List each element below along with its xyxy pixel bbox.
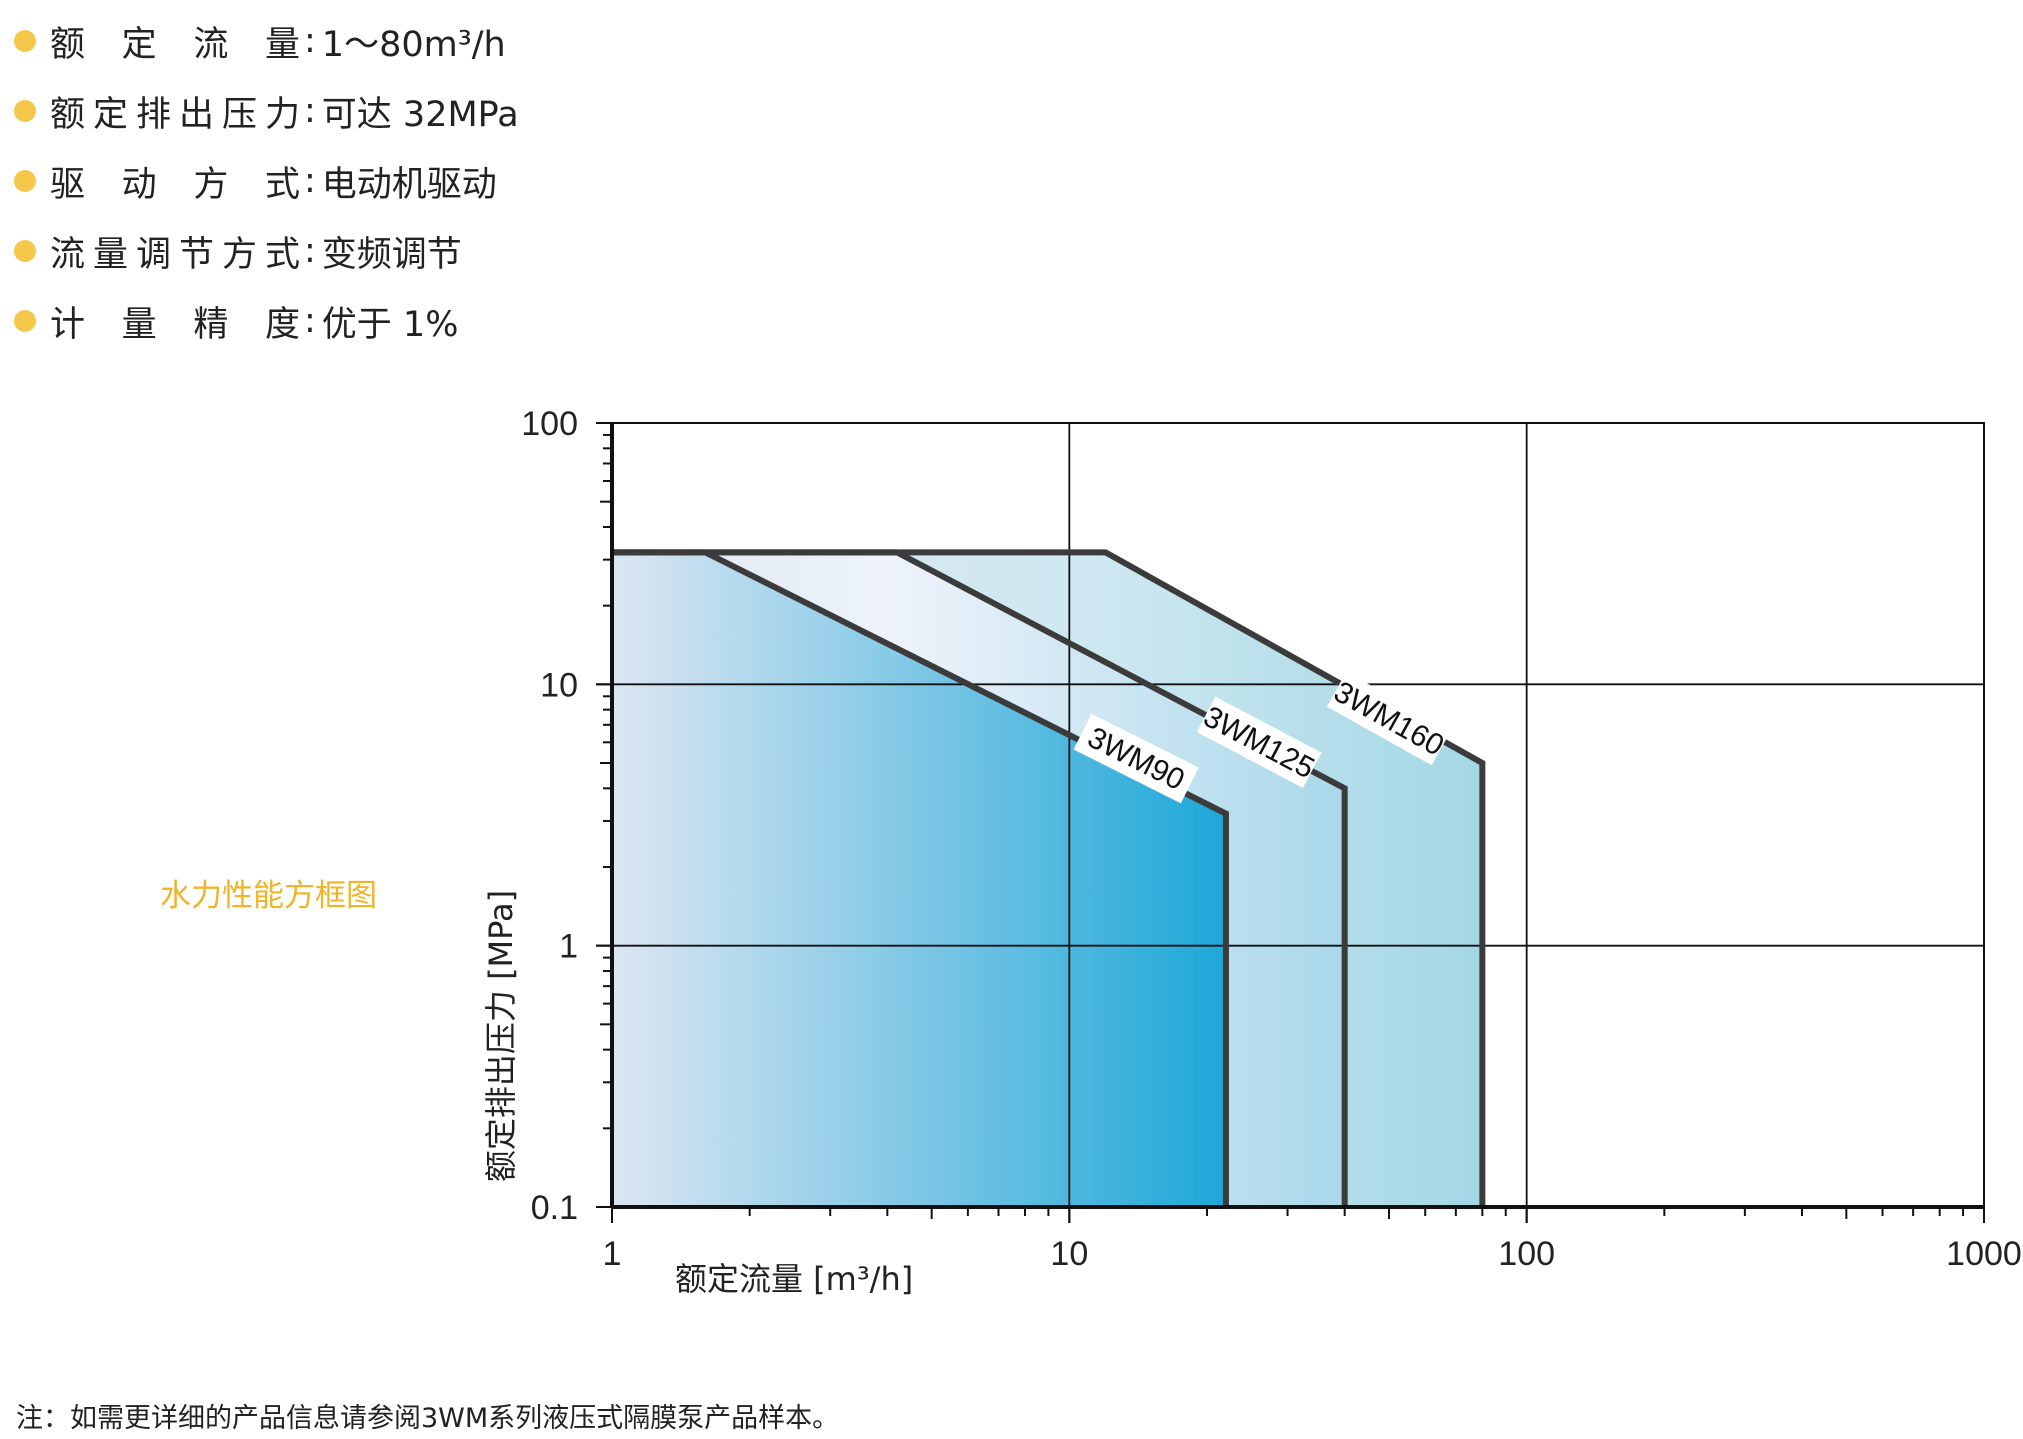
spec-label: 计量精度	[50, 304, 300, 345]
footnote: 注：如需更详细的产品信息请参阅3WM系列液压式隔膜泵产品样本。	[16, 1403, 840, 1434]
spec-value: 优于 1%	[321, 304, 459, 345]
spec-separator: :	[304, 91, 316, 131]
bullet-icon	[14, 100, 36, 122]
y-axis-title: 额定排出压力 [MPa]	[482, 890, 520, 1182]
bullet-icon	[14, 240, 36, 262]
y-tick-label: 1	[559, 928, 578, 966]
chart-caption: 水力性能方框图	[160, 878, 377, 914]
spec-value: 电动机驱动	[321, 164, 497, 205]
x-tick-label: 100	[1498, 1235, 1555, 1273]
spec-item: 流量调节方式: 变频调节	[14, 216, 519, 286]
x-axis-title: 额定流量 [m³/h]	[675, 1260, 913, 1298]
bullet-icon	[14, 310, 36, 332]
series-line	[612, 549, 1348, 1207]
spec-separator: :	[304, 161, 316, 201]
spec-label: 流量调节方式	[50, 234, 300, 275]
series-area	[612, 552, 1226, 1207]
y-tick-label: 10	[540, 666, 578, 704]
series-label-bg	[1326, 671, 1452, 766]
series-line	[612, 549, 1229, 1207]
series-label-bg	[1196, 696, 1322, 788]
spec-item: 额定排出压力: 可达 32MPa	[14, 76, 519, 146]
y-tick-label: 100	[521, 405, 578, 443]
spec-label: 额定排出压力	[50, 94, 300, 135]
spec-label: 额定流量	[50, 24, 300, 65]
bullet-icon	[14, 30, 36, 52]
spec-label: 驱动方式	[50, 164, 300, 205]
spec-item: 计量精度: 优于 1%	[14, 286, 519, 356]
spec-separator: :	[304, 301, 316, 341]
spec-value: 可达 32MPa	[321, 94, 519, 135]
bullet-icon	[14, 170, 36, 192]
spec-item: 额定流量:1～80m³/h	[14, 6, 519, 76]
x-tick-label: 1000	[1946, 1235, 2022, 1273]
spec-value: 变频调节	[321, 234, 462, 275]
spec-separator: :	[304, 21, 316, 61]
spec-value: 1～80m³/h	[321, 24, 506, 65]
x-tick-label: 1	[603, 1235, 622, 1273]
series-label-bg	[1073, 713, 1199, 804]
spec-item: 驱动方式: 电动机驱动	[14, 146, 519, 216]
y-tick-label: 0.1	[531, 1189, 578, 1227]
spec-separator: :	[304, 231, 316, 271]
x-tick-label: 10	[1050, 1235, 1088, 1273]
spec-list: 额定流量:1～80m³/h 额定排出压力: 可达 32MPa 驱动方式: 电动机驱动 流量…	[14, 6, 519, 356]
